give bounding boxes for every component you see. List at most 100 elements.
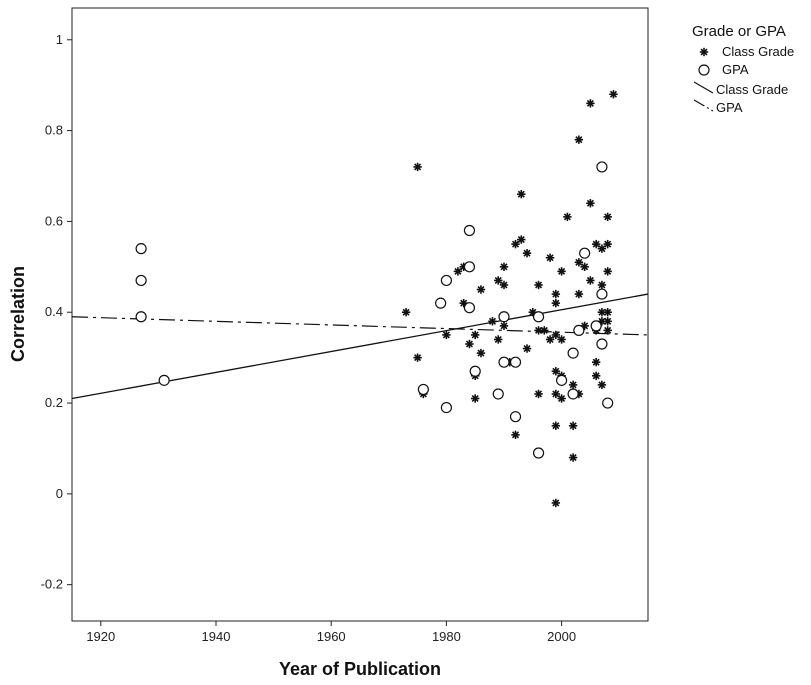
legend-entry: GPA: [698, 62, 749, 77]
asterisk-center: [479, 287, 483, 292]
open-circle-marker: [567, 347, 579, 359]
asterisk-marker: [499, 262, 509, 272]
asterisk-center: [600, 283, 604, 287]
asterisk-center: [594, 374, 598, 378]
legend-label: Class Grade: [722, 44, 794, 59]
y-tick-label: 0.2: [45, 395, 63, 410]
open-circle-marker: [573, 324, 585, 336]
open-circle-marker: [463, 261, 476, 273]
asterisk-center: [606, 328, 610, 332]
asterisk-center: [462, 301, 466, 305]
asterisk-marker: [471, 330, 480, 340]
asterisk-marker: [476, 285, 486, 294]
x-tick-label: 1920: [86, 629, 115, 644]
asterisk-marker: [442, 330, 451, 340]
asterisk-marker: [545, 335, 555, 344]
asterisk-center: [479, 351, 483, 355]
asterisk-marker: [511, 239, 520, 249]
asterisk-center: [606, 319, 610, 323]
asterisk-center: [525, 251, 529, 255]
asterisk-center: [513, 433, 518, 437]
open-circle-marker: [579, 247, 591, 259]
asterisk-marker: [586, 276, 595, 285]
plot-frame: [71, 7, 649, 622]
asterisk-center: [548, 256, 552, 260]
asterisk-center: [583, 265, 587, 269]
open-circle-marker: [463, 224, 476, 237]
open-circle-marker: [135, 311, 147, 323]
asterisk-center: [606, 215, 610, 219]
asterisk-center: [554, 292, 558, 296]
legend-entry: GPA: [693, 99, 743, 115]
asterisk-center: [525, 346, 529, 351]
open-circle-marker: [435, 297, 447, 309]
asterisk-center: [473, 396, 477, 401]
asterisk-marker: [551, 389, 561, 399]
open-circle-marker: [135, 274, 147, 287]
asterisk-marker: [557, 335, 566, 344]
asterisk-marker: [401, 308, 411, 317]
asterisk-center: [571, 424, 575, 428]
asterisk-marker: [563, 212, 572, 222]
asterisk-marker: [551, 289, 561, 299]
asterisk-center: [502, 283, 506, 287]
fit-line-gpa: [71, 316, 649, 336]
asterisk-center: [588, 278, 592, 283]
legend: Grade or GPA Class Grade GPA Class Grade GP…: [692, 23, 794, 115]
asterisk-center: [571, 455, 575, 460]
asterisk-marker: [568, 421, 578, 430]
data-points: [135, 90, 618, 508]
open-circle-marker: [567, 388, 579, 400]
asterisk-marker: [517, 235, 526, 244]
y-tick-label: 1: [56, 32, 63, 47]
asterisk-marker: [603, 239, 612, 249]
open-circle-marker: [440, 401, 452, 414]
asterisk-marker: [551, 298, 561, 308]
x-tick-label: 1980: [432, 629, 461, 644]
asterisk-center: [560, 269, 564, 273]
asterisk-marker: [453, 267, 463, 276]
asterisk-marker: [517, 189, 526, 199]
x-tick-label: 1940: [202, 629, 231, 644]
open-circle-marker: [509, 356, 522, 368]
asterisk-center: [702, 50, 706, 54]
asterisk-marker: [413, 353, 422, 362]
asterisk-marker: [534, 280, 543, 290]
open-circle-marker: [596, 161, 608, 173]
asterisk-center: [502, 324, 506, 328]
open-circle-marker: [158, 374, 170, 386]
asterisk-marker: [699, 47, 709, 57]
asterisk-marker: [574, 135, 584, 144]
open-circle-marker: [469, 365, 481, 377]
asterisk-center: [565, 215, 569, 219]
asterisk-marker: [603, 212, 612, 222]
asterisk-marker: [413, 162, 422, 172]
asterisk-center: [583, 324, 587, 328]
asterisk-center: [536, 283, 541, 287]
asterisk-marker: [499, 280, 509, 290]
asterisk-center: [467, 342, 472, 346]
open-circle-marker: [135, 243, 147, 255]
open-circle-marker: [555, 374, 568, 386]
asterisk-marker: [580, 262, 589, 272]
open-circle-marker: [602, 397, 614, 409]
open-circle-marker: [498, 356, 510, 368]
y-axis-title: Correlation: [8, 266, 28, 362]
asterisk-center: [554, 301, 558, 305]
open-circle-marker: [596, 338, 608, 350]
y-tick-label: 0.6: [45, 213, 63, 228]
y-axis: -0.2 0 0.2 0.4 0.6 0.8 1: [41, 32, 72, 592]
asterisk-marker: [499, 321, 509, 331]
legend-label: Class Grade: [716, 82, 788, 97]
asterisk-center: [606, 269, 610, 273]
asterisk-marker: [551, 498, 561, 508]
asterisk-center: [404, 310, 408, 314]
asterisk-marker: [603, 317, 612, 326]
asterisk-marker: [476, 348, 486, 358]
asterisk-center: [577, 292, 581, 296]
asterisk-center: [513, 242, 518, 246]
asterisk-marker: [494, 335, 503, 344]
series-class-grade: [401, 90, 618, 508]
open-circle-marker: [532, 311, 545, 323]
asterisk-marker: [568, 453, 578, 462]
